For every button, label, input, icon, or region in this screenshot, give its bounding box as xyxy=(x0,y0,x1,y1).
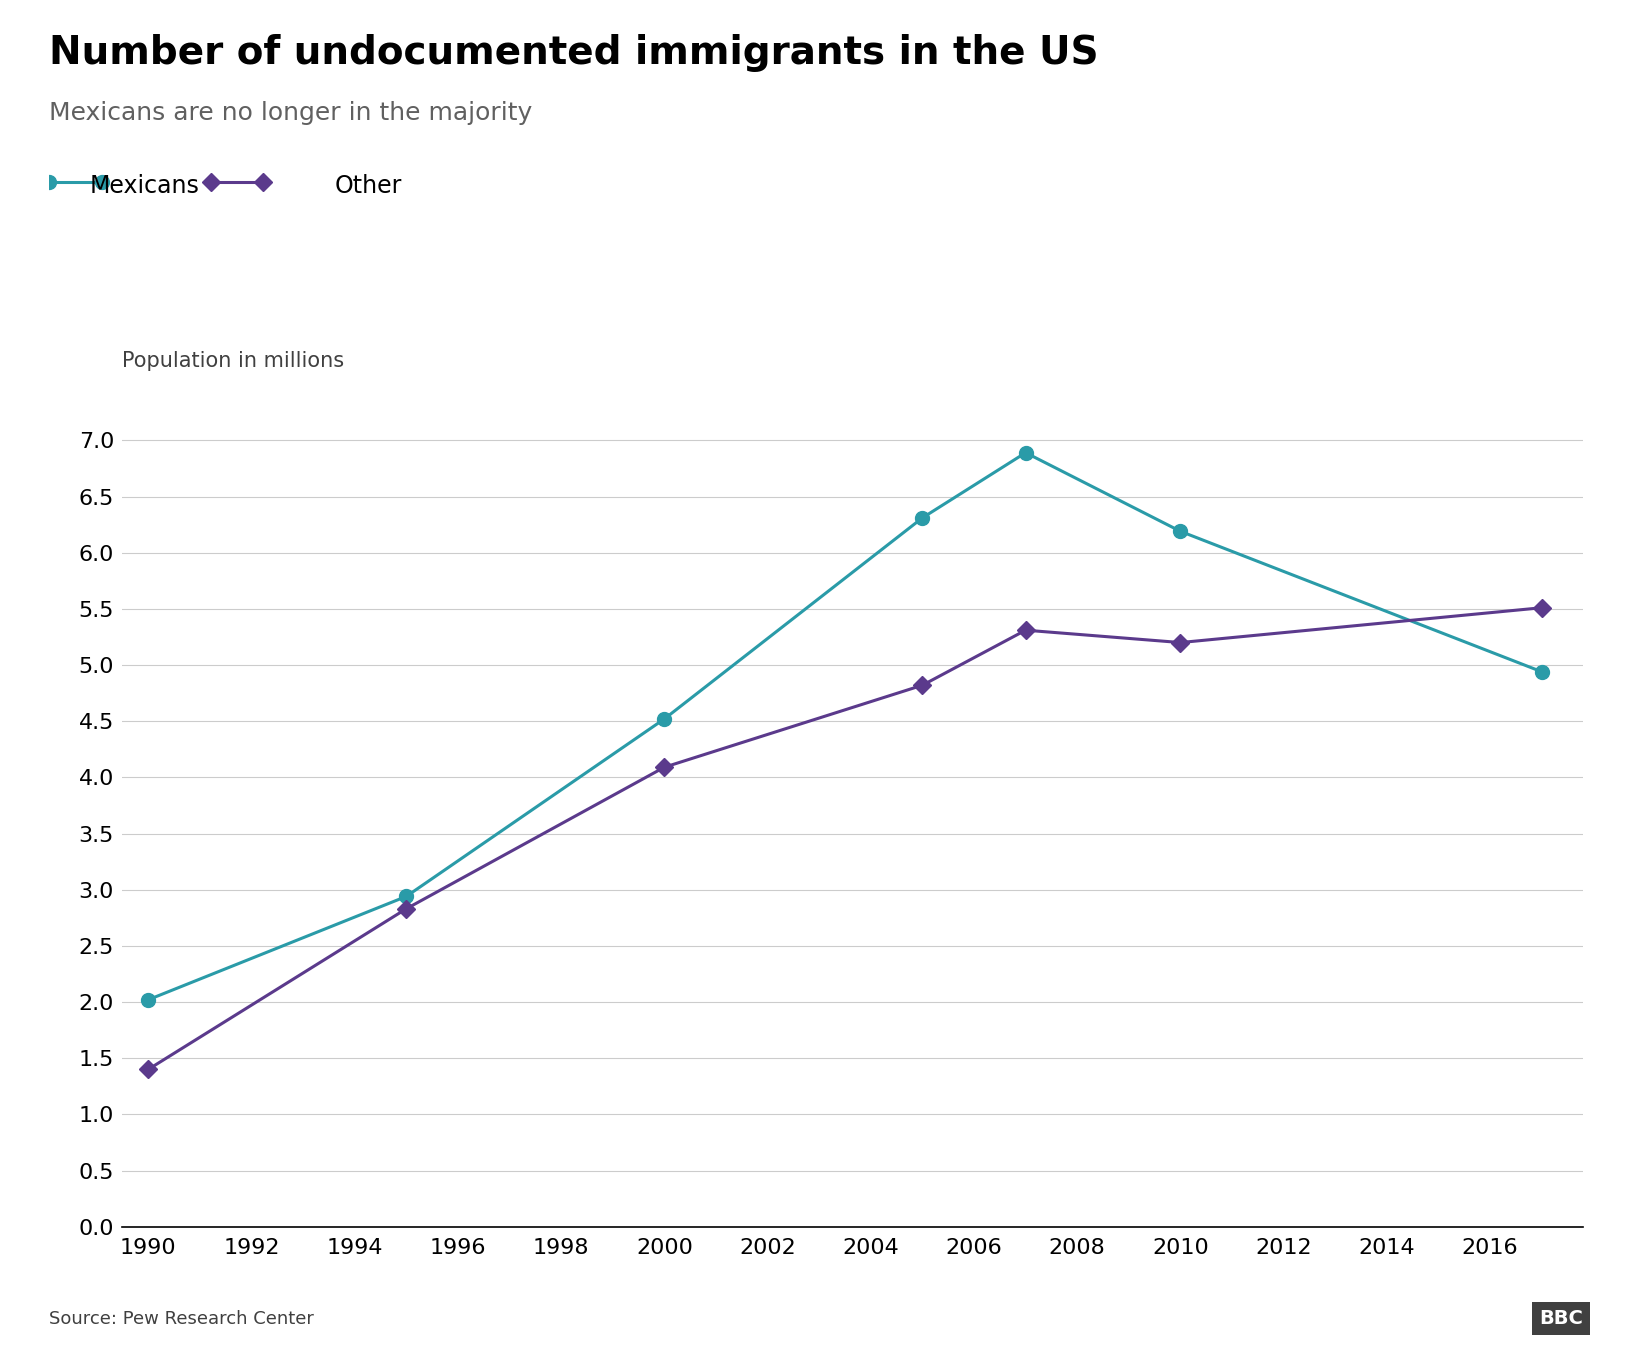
Text: Other: Other xyxy=(335,174,401,198)
Text: Mexicans: Mexicans xyxy=(90,174,199,198)
Text: Number of undocumented immigrants in the US: Number of undocumented immigrants in the… xyxy=(49,34,1098,71)
Text: Mexicans are no longer in the majority: Mexicans are no longer in the majority xyxy=(49,101,532,125)
Text: Source: Pew Research Center: Source: Pew Research Center xyxy=(49,1310,313,1328)
Text: Population in millions: Population in millions xyxy=(122,350,344,371)
Text: BBC: BBC xyxy=(1539,1309,1583,1328)
